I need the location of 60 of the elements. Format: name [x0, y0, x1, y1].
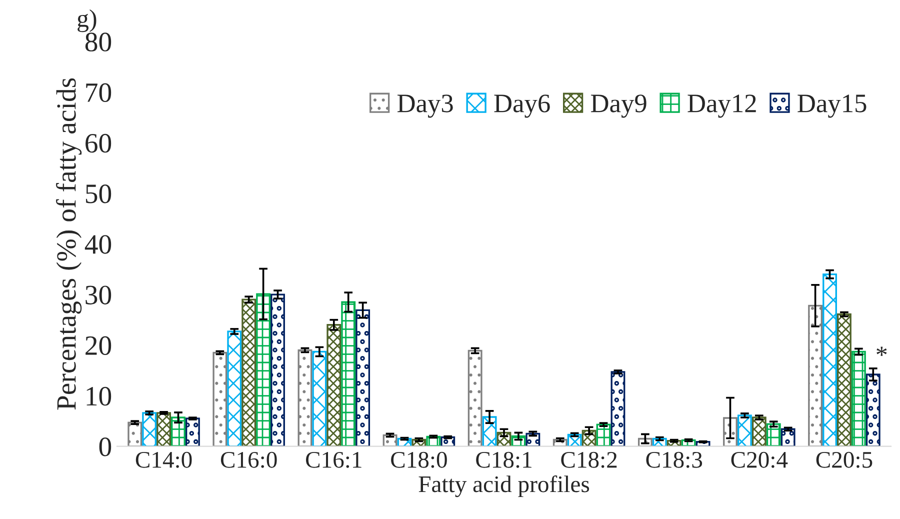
bar [808, 304, 823, 446]
bar [866, 374, 880, 446]
y-tick-label: 50 [86, 184, 112, 204]
bar [837, 313, 852, 446]
legend-label: Day15 [798, 94, 866, 118]
bar [382, 434, 398, 446]
x-tick-label: C18:3 [646, 452, 702, 468]
legend-label: Day9 [590, 94, 646, 118]
bar [610, 371, 626, 446]
bar [526, 432, 540, 446]
bar [312, 350, 327, 446]
bar [326, 324, 342, 446]
bar [752, 416, 766, 446]
bar [737, 414, 752, 446]
bar [780, 428, 796, 446]
annotation: * [876, 346, 887, 356]
bar [582, 430, 596, 446]
y-tick-label: 0 [99, 438, 112, 456]
bar [242, 298, 256, 446]
x-axis-title: Fatty acid profiles [418, 475, 590, 498]
x-tick-label: C20:5 [816, 452, 872, 468]
x-tick-label: C14:0 [136, 452, 192, 468]
bar [256, 293, 271, 446]
bar [468, 350, 482, 446]
legend-label: Day6 [494, 94, 550, 118]
bar [341, 301, 356, 446]
bar [128, 422, 142, 446]
legend-label: Day3 [397, 94, 453, 118]
legend-label: Day12 [688, 94, 756, 118]
bar [822, 273, 837, 446]
x-tick-label: C18:2 [561, 452, 617, 468]
bar [482, 416, 497, 446]
x-tick-label: C16:1 [306, 452, 362, 468]
bar [270, 294, 285, 446]
y-tick-label: 80 [85, 32, 112, 52]
y-tick-label: 20 [86, 336, 112, 356]
bar [142, 412, 157, 446]
text: g) [78, 9, 96, 32]
y-tick-label: 30 [86, 286, 112, 304]
bar [156, 412, 171, 446]
bar [766, 423, 781, 446]
y-tick-label: 40 [84, 235, 112, 254]
bar [851, 350, 866, 446]
bar [356, 309, 370, 446]
x-tick-label: C20:4 [731, 452, 788, 468]
bar [227, 330, 242, 446]
bar [298, 349, 312, 446]
y-tick-label: 10 [86, 386, 112, 406]
x-tick-label: C18:0 [391, 452, 447, 468]
bar [567, 434, 582, 446]
bar [212, 352, 228, 446]
bar [185, 418, 200, 446]
y-tick-label: 60 [86, 134, 112, 153]
y-axis-title: Percentages (%) of fatty acids [56, 78, 82, 410]
x-tick-label: C18:1 [476, 452, 532, 468]
bar [171, 416, 186, 446]
y-tick-label: 70 [86, 83, 112, 102]
bar [496, 432, 512, 446]
x-tick-label: C16:0 [220, 452, 277, 468]
bar [596, 424, 611, 446]
